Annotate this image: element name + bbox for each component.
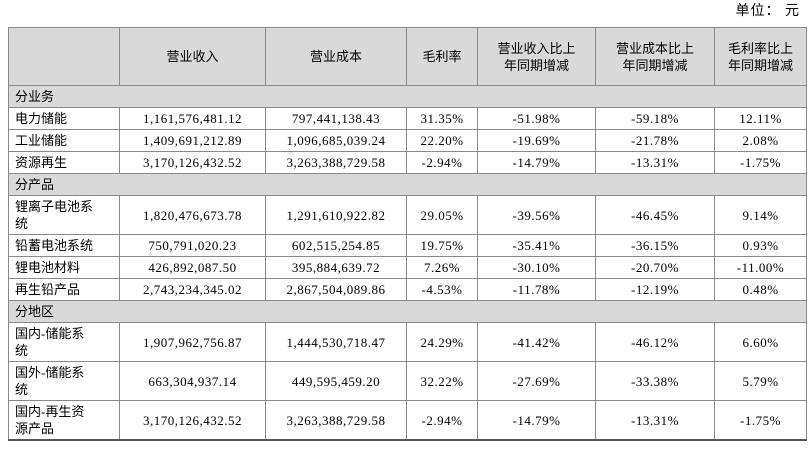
cost-yoy-cell: -20.70% (595, 256, 715, 279)
revenue-yoy-cell: -19.69% (477, 129, 596, 152)
cost-cell: 449,595,459.20 (265, 361, 407, 401)
row-label: 锂离子电池系 统 (8, 195, 120, 235)
row-label: 电力储能 (8, 107, 120, 130)
margin-cell: -2.94% (406, 400, 478, 441)
revenue-cell: 3,170,126,432.52 (119, 400, 266, 441)
cost-cell: 797,441,138.43 (265, 107, 407, 130)
section-label: 分地区 (8, 300, 807, 323)
cost-yoy-cell: -13.31% (595, 151, 715, 174)
table-row: 铅蓄电池系统 750,791,020.23 602,515,254.85 19.75%… (8, 234, 807, 257)
table-body: 分业务 电力储能 1,161,576,481.12 797,441,138.43 31.… (8, 85, 807, 441)
margin-cell: 19.75% (406, 234, 478, 257)
margin-yoy-cell: 12.11% (714, 107, 807, 130)
column-header: 营业收入 (119, 27, 266, 86)
margin-cell: 32.22% (406, 361, 478, 401)
header-row: 营业收入 营业成本 毛利率 营业收入比上 年同期增减 营业成本比上 年同期增减 毛利率比上… (8, 27, 807, 86)
row-label: 铅蓄电池系统 (8, 234, 120, 257)
revenue-yoy-cell: -35.41% (477, 234, 596, 257)
revenue-yoy-cell: -14.79% (477, 400, 596, 441)
revenue-cell: 663,304,937.14 (119, 361, 266, 401)
cost-cell: 3,263,388,729.58 (265, 400, 407, 441)
margin-cell: -2.94% (406, 151, 478, 174)
revenue-cell: 2,743,234,345.02 (119, 278, 266, 301)
row-label: 工业储能 (8, 129, 120, 152)
cost-yoy-cell: -36.15% (595, 234, 715, 257)
revenue-yoy-cell: -27.69% (477, 361, 596, 401)
table-row: 国内-储能系 统 1,907,962,756.87 1,444,530,718.47… (8, 322, 807, 362)
row-label: 锂电池材料 (8, 256, 120, 279)
unit-label: 单位： 元 (735, 4, 800, 19)
table-row: 国外-储能系 统 663,304,937.14 449,595,459.20 32.2… (8, 361, 807, 401)
cost-cell: 395,884,639.72 (265, 256, 407, 279)
section-row: 分产品 (8, 173, 807, 196)
table-row: 工业储能 1,409,691,212.89 1,096,685,039.24 22.2… (8, 129, 807, 152)
column-header: 毛利率 (406, 27, 478, 86)
cost-cell: 602,515,254.85 (265, 234, 407, 257)
revenue-cell: 1,907,962,756.87 (119, 322, 266, 362)
margin-yoy-cell: -1.75% (714, 151, 807, 174)
margin-cell: 29.05% (406, 195, 478, 235)
margin-cell: 22.20% (406, 129, 478, 152)
cost-cell: 1,096,685,039.24 (265, 129, 407, 152)
margin-yoy-cell: -11.00% (714, 256, 807, 279)
table-row: 电力储能 1,161,576,481.12 797,441,138.43 31.35%… (8, 107, 807, 130)
margin-yoy-cell: -1.75% (714, 400, 807, 441)
table-row: 锂电池材料 426,892,087.50 395,884,639.72 7.26% -3… (8, 256, 807, 279)
row-label: 再生铅产品 (8, 278, 120, 301)
cost-yoy-cell: -13.31% (595, 400, 715, 441)
column-header: 营业收入比上 年同期增减 (477, 27, 596, 86)
margin-yoy-cell: 2.08% (714, 129, 807, 152)
section-label: 分产品 (8, 173, 807, 196)
revenue-cell: 1,820,476,673.78 (119, 195, 266, 235)
margin-cell: 31.35% (406, 107, 478, 130)
revenue-cell: 1,161,576,481.12 (119, 107, 266, 130)
row-label: 国内-储能系 统 (8, 322, 120, 362)
table-row: 资源再生 3,170,126,432.52 3,263,388,729.58 -2.9… (8, 151, 807, 174)
cost-cell: 1,444,530,718.47 (265, 322, 407, 362)
column-header: 营业成本比上 年同期增减 (595, 27, 715, 86)
margin-yoy-cell: 9.14% (714, 195, 807, 235)
margin-yoy-cell: 6.60% (714, 322, 807, 362)
cost-yoy-cell: -12.19% (595, 278, 715, 301)
revenue-cell: 3,170,126,432.52 (119, 151, 266, 174)
revenue-cell: 1,409,691,212.89 (119, 129, 266, 152)
margin-yoy-cell: 0.93% (714, 234, 807, 257)
revenue-yoy-cell: -11.78% (477, 278, 596, 301)
cost-yoy-cell: -46.45% (595, 195, 715, 235)
revenue-yoy-cell: -39.56% (477, 195, 596, 235)
column-header: 营业成本 (265, 27, 407, 86)
cost-yoy-cell: -46.12% (595, 322, 715, 362)
row-label: 国外-储能系 统 (8, 361, 120, 401)
revenue-yoy-cell: -30.10% (477, 256, 596, 279)
section-label: 分业务 (8, 85, 807, 108)
revenue-cell: 750,791,020.23 (119, 234, 266, 257)
margin-cell: 7.26% (406, 256, 478, 279)
table-row: 锂离子电池系 统 1,820,476,673.78 1,291,610,922.82… (8, 195, 807, 235)
table-row: 再生铅产品 2,743,234,345.02 2,867,504,089.86 -4.… (8, 278, 807, 301)
row-label: 国内-再生资 源产品 (8, 400, 120, 441)
corner-header-cell (8, 27, 120, 86)
margin-yoy-cell: 0.48% (714, 278, 807, 301)
row-label: 资源再生 (8, 151, 120, 174)
revenue-yoy-cell: -41.42% (477, 322, 596, 362)
cost-cell: 3,263,388,729.58 (265, 151, 407, 174)
column-header: 毛利率比上 年同期增减 (714, 27, 807, 86)
cost-yoy-cell: -21.78% (595, 129, 715, 152)
cost-cell: 1,291,610,922.82 (265, 195, 407, 235)
cost-yoy-cell: -33.38% (595, 361, 715, 401)
revenue-yoy-cell: -51.98% (477, 107, 596, 130)
cost-yoy-cell: -59.18% (595, 107, 715, 130)
segment-results-table: 营业收入 营业成本 毛利率 营业收入比上 年同期增减 营业成本比上 年同期增减 毛利率比上… (8, 27, 807, 441)
revenue-cell: 426,892,087.50 (119, 256, 266, 279)
section-row: 分地区 (8, 300, 807, 323)
margin-cell: 24.29% (406, 322, 478, 362)
table-row: 国内-再生资 源产品 3,170,126,432.52 3,263,388,729.… (8, 400, 807, 441)
margin-yoy-cell: 5.79% (714, 361, 807, 401)
section-row: 分业务 (8, 85, 807, 108)
revenue-yoy-cell: -14.79% (477, 151, 596, 174)
margin-cell: -4.53% (406, 278, 478, 301)
cost-cell: 2,867,504,089.86 (265, 278, 407, 301)
